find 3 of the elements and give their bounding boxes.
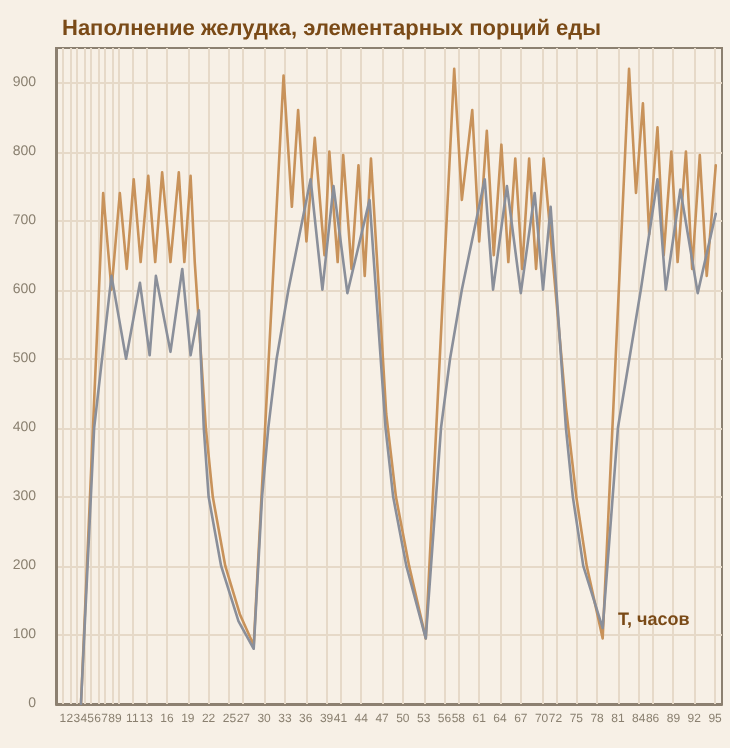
x-axis-title: T, часов — [618, 609, 691, 629]
line-series — [79, 177, 718, 706]
chart-title: Наполнение желудка, элементарных порций еды — [62, 17, 602, 41]
